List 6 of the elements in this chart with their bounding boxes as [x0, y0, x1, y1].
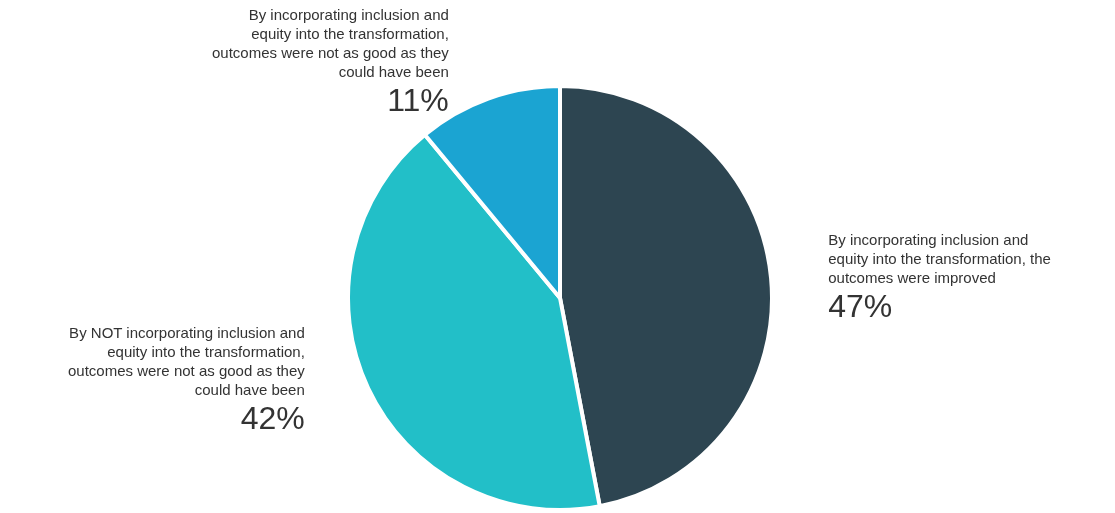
data-label: 42% — [240, 399, 305, 436]
slice-label: By NOT incorporating inclusion and equity into the transformation, outcomes were not as good as they could have been — [68, 323, 306, 398]
slice-label: By incorporating inclusion and equity into the transformation, outcomes were not as good as they could have been — [212, 5, 450, 80]
data-label: 47% — [828, 288, 893, 325]
slice-label: By incorporating inclusion and equity into the transformation, the outcomes were improved — [828, 231, 1051, 287]
data-label: 11% — [387, 81, 449, 118]
